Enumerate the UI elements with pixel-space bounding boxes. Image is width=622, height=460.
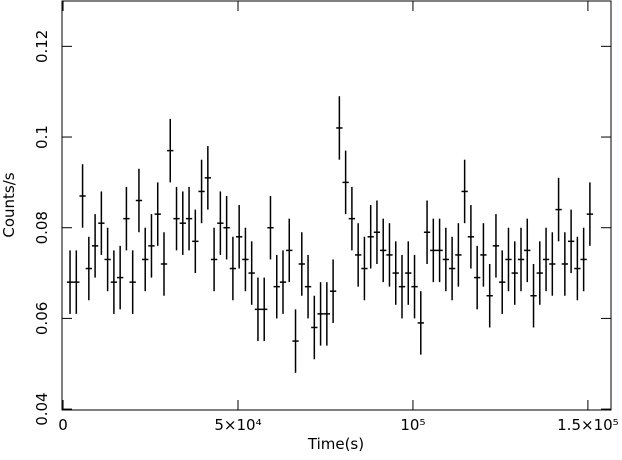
y-tick-label: 0.12 — [33, 30, 51, 63]
y-tick-label: 0.1 — [33, 125, 51, 149]
x-tick-label: 5×10⁴ — [214, 416, 261, 434]
x-tick-label: 1.5×10⁵ — [557, 416, 619, 434]
y-axis-label: Counts/s — [0, 172, 18, 237]
x-tick-label: 10⁵ — [400, 416, 425, 434]
plot-frame — [61, 0, 612, 411]
y-tick-label: 0.06 — [33, 302, 51, 335]
x-axis-label: Time(s) — [307, 435, 364, 453]
y-tick-label: 0.04 — [33, 392, 51, 425]
x-tick-label: 0 — [58, 416, 68, 434]
y-tick-label: 0.08 — [33, 211, 51, 244]
